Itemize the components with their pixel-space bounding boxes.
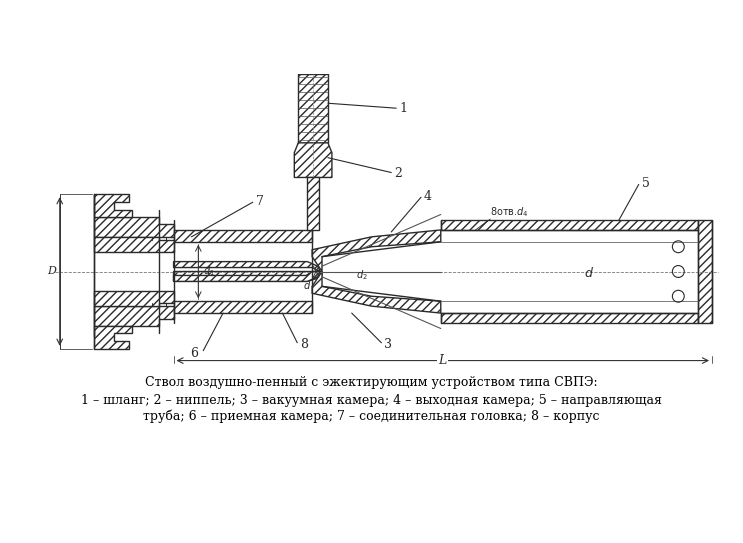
Polygon shape — [174, 262, 320, 272]
Text: 7: 7 — [256, 195, 264, 208]
Text: 1: 1 — [399, 102, 407, 115]
Text: $d_2$: $d_2$ — [356, 269, 368, 282]
Text: 1 – шланг; 2 – ниппель; 3 – вакуумная камера; 4 – выходная камера; 5 – направляю: 1 – шланг; 2 – ниппель; 3 – вакуумная ка… — [81, 394, 662, 407]
Polygon shape — [307, 178, 319, 230]
Polygon shape — [312, 272, 441, 313]
Polygon shape — [174, 301, 312, 313]
Text: L: L — [438, 354, 447, 367]
Polygon shape — [174, 230, 312, 242]
Text: D: D — [48, 267, 56, 276]
Text: 6: 6 — [190, 347, 198, 360]
Polygon shape — [312, 230, 441, 272]
Text: 2: 2 — [395, 167, 402, 180]
Text: 5: 5 — [642, 177, 649, 190]
Polygon shape — [441, 313, 698, 323]
Text: 3: 3 — [384, 338, 392, 351]
Text: 8отв.$d_4$: 8отв.$d_4$ — [490, 205, 529, 219]
Polygon shape — [94, 291, 174, 306]
Text: Ствол воздушно-пенный с эжектирующим устройством типа СВПЭ:: Ствол воздушно-пенный с эжектирующим уст… — [145, 376, 598, 389]
Polygon shape — [94, 217, 174, 237]
Polygon shape — [94, 326, 132, 349]
Polygon shape — [94, 194, 132, 217]
Polygon shape — [298, 73, 328, 143]
Polygon shape — [174, 272, 322, 281]
Text: $d$: $d$ — [584, 267, 594, 281]
Text: 4: 4 — [424, 190, 432, 203]
Polygon shape — [94, 237, 174, 252]
Text: $d$: $d$ — [303, 280, 311, 292]
Polygon shape — [174, 272, 320, 281]
Text: 8: 8 — [300, 338, 308, 351]
Text: $d_1$: $d_1$ — [204, 264, 215, 279]
Text: труба; 6 – приемная камера; 7 – соединительная головка; 8 – корпус: труба; 6 – приемная камера; 7 – соединит… — [143, 409, 600, 423]
Polygon shape — [441, 220, 698, 230]
Polygon shape — [94, 306, 174, 326]
Polygon shape — [698, 220, 712, 323]
Polygon shape — [294, 143, 332, 178]
